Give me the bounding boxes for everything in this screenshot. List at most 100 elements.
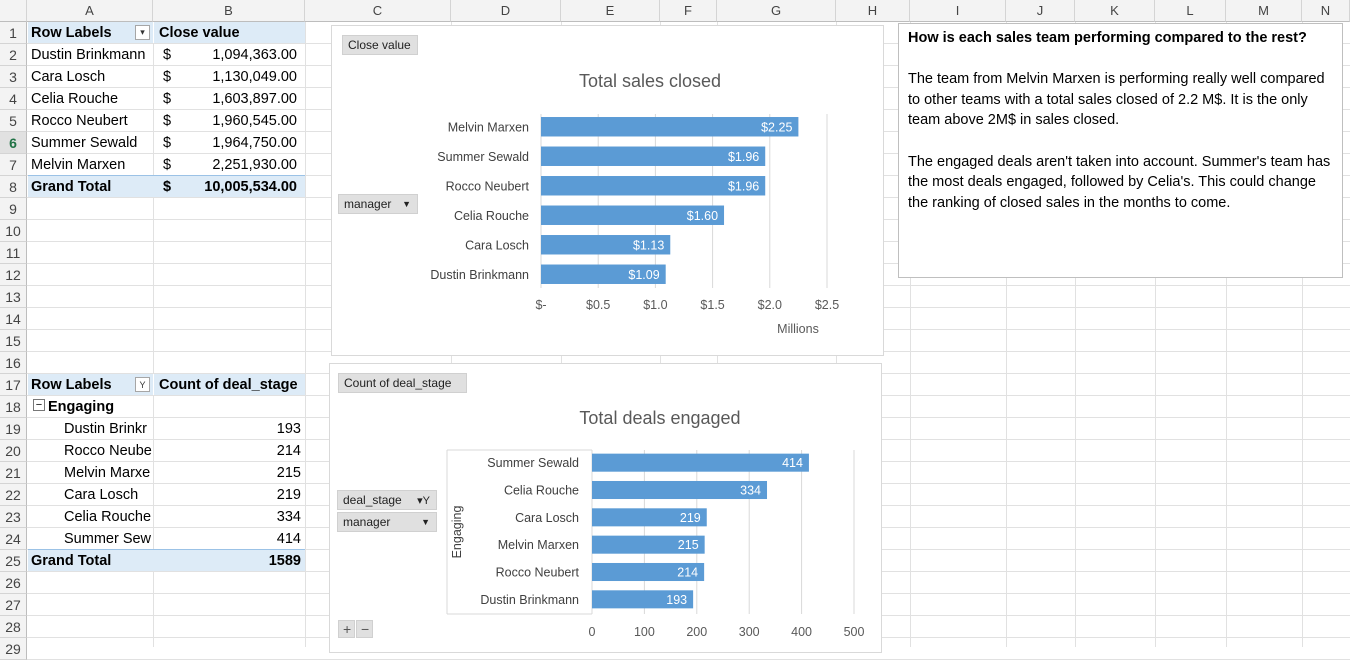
chart-total-sales-closed[interactable]: Close value manager ▼ Total sales closed… xyxy=(331,25,884,356)
row-header-11[interactable]: 11 xyxy=(0,242,27,264)
pivot1-grand-total-label: Grand Total xyxy=(28,175,153,197)
pivot1-row-value: 2,251,930.00 xyxy=(184,154,305,175)
chart2-bar xyxy=(592,508,707,527)
pivot2-row-value: 219 xyxy=(154,484,305,505)
column-header-d[interactable]: D xyxy=(451,0,561,22)
chart1-axis-field-button[interactable]: manager ▼ xyxy=(338,194,418,214)
pivot1-row-label: Celia Rouche xyxy=(28,88,153,109)
pivot2-group-engaging: Engaging xyxy=(48,399,115,415)
pivot1-row-label: Rocco Neubert xyxy=(28,110,153,131)
row-header-13[interactable]: 13 xyxy=(0,286,27,308)
row-header-19[interactable]: 19 xyxy=(0,418,27,440)
row-header-2[interactable]: 2 xyxy=(0,44,27,66)
row-header-1[interactable]: 1 xyxy=(0,22,27,44)
column-header-j[interactable]: J xyxy=(1006,0,1075,22)
row-header-8[interactable]: 8 xyxy=(0,176,27,198)
pivot1-grand-total-currency: $ xyxy=(153,175,193,197)
column-header-k[interactable]: K xyxy=(1075,0,1155,22)
chart1-data-label: $1.96 xyxy=(728,150,759,164)
row-header-14[interactable]: 14 xyxy=(0,308,27,330)
row-header-29[interactable]: 29 xyxy=(0,638,27,660)
pivot1-row-value: 1,094,363.00 xyxy=(184,44,305,65)
pivot1-row-label: Dustin Brinkmann xyxy=(28,44,153,65)
row-header-3[interactable]: 3 xyxy=(0,66,27,88)
column-header-e[interactable]: E xyxy=(561,0,660,22)
chart2-category-label: Cara Losch xyxy=(515,511,579,525)
row-header-9[interactable]: 9 xyxy=(0,198,27,220)
select-all-corner[interactable] xyxy=(0,0,27,22)
row-header-16[interactable]: 16 xyxy=(0,352,27,374)
dropdown-arrow-icon: ▼ xyxy=(421,517,430,527)
pivot1-row-value: 1,960,545.00 xyxy=(184,110,305,131)
column-header-n[interactable]: N xyxy=(1302,0,1350,22)
row-header-15[interactable]: 15 xyxy=(0,330,27,352)
chart2-x-tick-label: 100 xyxy=(634,625,655,639)
pivot2-group-collapse-button[interactable]: − xyxy=(33,399,45,411)
pivot1-row-currency: $ xyxy=(154,88,184,109)
chart2-bar xyxy=(592,562,705,582)
row-header-25[interactable]: 25 xyxy=(0,550,27,572)
chart2-bar xyxy=(592,535,705,554)
chart2-filter-field-button[interactable]: deal_stage ▾Y xyxy=(337,490,437,510)
chart1-value-field-button[interactable]: Close value xyxy=(342,35,418,55)
analysis-textbox[interactable]: How is each sales team performing compar… xyxy=(898,23,1343,278)
chart2-category-label: Melvin Marxen xyxy=(498,538,579,552)
row-header-6[interactable]: 6 xyxy=(0,132,27,154)
column-header-h[interactable]: H xyxy=(836,0,910,22)
row-header-23[interactable]: 23 xyxy=(0,506,27,528)
column-header-f[interactable]: F xyxy=(660,0,717,22)
chart2-value-field-button[interactable]: Count of deal_stage xyxy=(338,373,467,393)
chart1-data-label: $2.25 xyxy=(761,120,792,134)
chart2-x-tick-label: 500 xyxy=(844,625,865,639)
pivot1-sort-filter-button[interactable]: ▾ xyxy=(135,25,150,40)
pivot2-row-label: Celia Rouche xyxy=(28,506,153,527)
chart1-x-tick-label: $2.0 xyxy=(758,298,782,312)
column-header-c[interactable]: C xyxy=(305,0,451,22)
filter-icon: ▾Y xyxy=(417,494,430,507)
row-header-17[interactable]: 17 xyxy=(0,374,27,396)
column-header-b[interactable]: B xyxy=(153,0,305,22)
chart1-plot: Total sales closed $- $0.5 $1.0 $1.5 $2.0 $2.5… xyxy=(430,71,839,336)
row-header-28[interactable]: 28 xyxy=(0,616,27,638)
row-header-26[interactable]: 26 xyxy=(0,572,27,594)
row-header-5[interactable]: 5 xyxy=(0,110,27,132)
analysis-paragraph-2: The engaged deals aren't taken into acco… xyxy=(908,153,1331,211)
chart2-x-tick-label: 0 xyxy=(589,625,596,639)
row-header-24[interactable]: 24 xyxy=(0,528,27,550)
chart2-category-label: Summer Sewald xyxy=(487,456,579,470)
column-header-a[interactable]: A xyxy=(27,0,153,22)
row-header-18[interactable]: 18 xyxy=(0,396,27,418)
chart-total-deals-engaged[interactable]: Count of deal_stage deal_stage ▾Y manage… xyxy=(329,363,882,653)
column-header-i[interactable]: I xyxy=(910,0,1006,22)
chart1-category-label: Dustin Brinkmann xyxy=(430,268,529,282)
row-header-21[interactable]: 21 xyxy=(0,462,27,484)
column-header-g[interactable]: G xyxy=(717,0,836,22)
chart1-x-tick-label: $1.5 xyxy=(700,298,724,312)
grid-col-line xyxy=(1006,22,1007,647)
row-header-10[interactable]: 10 xyxy=(0,220,27,242)
row-header-4[interactable]: 4 xyxy=(0,88,27,110)
pivot1-row-label: Cara Losch xyxy=(28,66,153,87)
column-header-m[interactable]: M xyxy=(1226,0,1302,22)
chart2-data-label: 219 xyxy=(680,511,701,525)
chart1-x-axis-unit-label: Millions xyxy=(777,322,819,336)
grid-col-line xyxy=(1155,22,1156,647)
chart2-expand-button[interactable]: + xyxy=(338,620,355,638)
analysis-paragraph-1: The team from Melvin Marxen is performin… xyxy=(908,71,1325,129)
pivot2-row-label: Melvin Marxe xyxy=(28,462,153,483)
row-header-7[interactable]: 7 xyxy=(0,154,27,176)
chart2-data-label: 334 xyxy=(740,484,761,498)
chart2-bar xyxy=(592,480,768,500)
column-header-l[interactable]: L xyxy=(1155,0,1226,22)
pivot1-row-currency: $ xyxy=(154,132,184,153)
row-header-27[interactable]: 27 xyxy=(0,594,27,616)
pivot2-filter-button[interactable]: Y xyxy=(135,377,150,392)
row-header-20[interactable]: 20 xyxy=(0,440,27,462)
dropdown-arrow-icon: ▼ xyxy=(402,199,411,209)
row-header-12[interactable]: 12 xyxy=(0,264,27,286)
chart2-axis-field-button[interactable]: manager ▼ xyxy=(337,512,437,532)
chart2-collapse-button[interactable]: − xyxy=(356,620,373,638)
filter-icon: Y xyxy=(139,379,146,390)
row-header-22[interactable]: 22 xyxy=(0,484,27,506)
